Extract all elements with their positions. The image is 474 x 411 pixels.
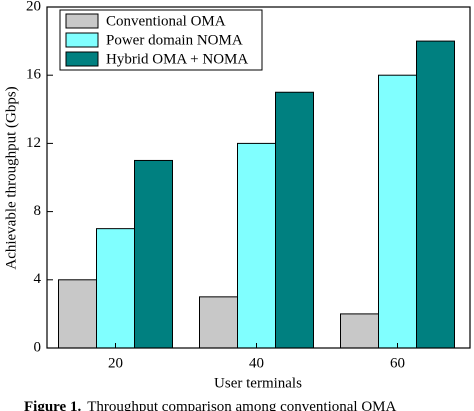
y-tick-label: 8	[34, 203, 42, 219]
x-axis-label: User terminals	[214, 375, 302, 391]
bar	[96, 228, 135, 349]
y-tick-label: 4	[34, 271, 42, 287]
bar	[416, 40, 455, 349]
caption-text: Throughput comparison among conventional…	[87, 399, 396, 411]
x-tick-label: 20	[108, 355, 123, 371]
bar	[237, 142, 276, 349]
legend-label: Conventional OMA	[106, 13, 226, 29]
bar	[340, 313, 379, 349]
bar	[378, 74, 417, 349]
bar	[275, 91, 314, 349]
bar	[134, 159, 173, 349]
bar	[58, 279, 97, 349]
plot-frame	[46, 6, 471, 349]
y-axis-label: Achievable throughput (Gbps)	[3, 86, 19, 269]
caption: Figure 1. Throughput comparison among con…	[24, 399, 396, 411]
legend-label: Hybrid OMA + NOMA	[106, 51, 248, 67]
y-tick-label: 20	[26, 0, 41, 14]
y-tick-label: 0	[34, 339, 42, 355]
x-tick-label: 40	[249, 355, 264, 371]
legend-swatch	[65, 13, 99, 29]
caption-label: Figure 1.	[24, 399, 81, 411]
bar	[199, 296, 238, 349]
y-tick-label: 12	[26, 135, 41, 151]
y-tick-label: 16	[26, 67, 42, 83]
x-tick-label: 60	[390, 355, 405, 371]
legend-label: Power domain NOMA	[106, 32, 243, 48]
legend-swatch	[65, 32, 99, 48]
legend-swatch	[65, 51, 99, 67]
